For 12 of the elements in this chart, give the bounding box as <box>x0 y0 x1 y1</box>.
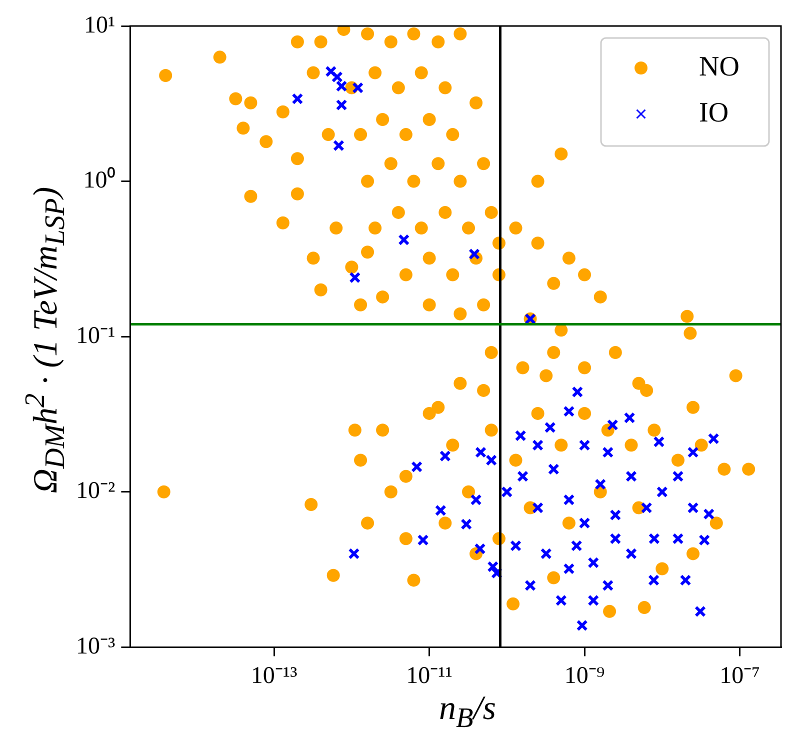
legend-label: IO <box>699 97 729 128</box>
y-tick-label: 10⁻¹ <box>76 322 116 349</box>
y-tick-label: 10¹ <box>84 12 116 38</box>
x-tick-label: 10⁻⁹ <box>564 662 605 689</box>
y-tick-label: 10⁻³ <box>76 633 116 660</box>
x-tick-label: 10⁻¹³ <box>250 662 298 689</box>
legend-label: NO <box>699 51 740 82</box>
y-tick-label: 10⁻² <box>76 478 116 504</box>
y-tick-label: 10⁰ <box>83 166 116 194</box>
x-tick-label: 10⁻¹¹ <box>406 662 452 689</box>
x-axis-title: n$_{B}$/s <box>438 690 497 735</box>
x-tick-label: 10⁻⁷ <box>720 662 760 689</box>
